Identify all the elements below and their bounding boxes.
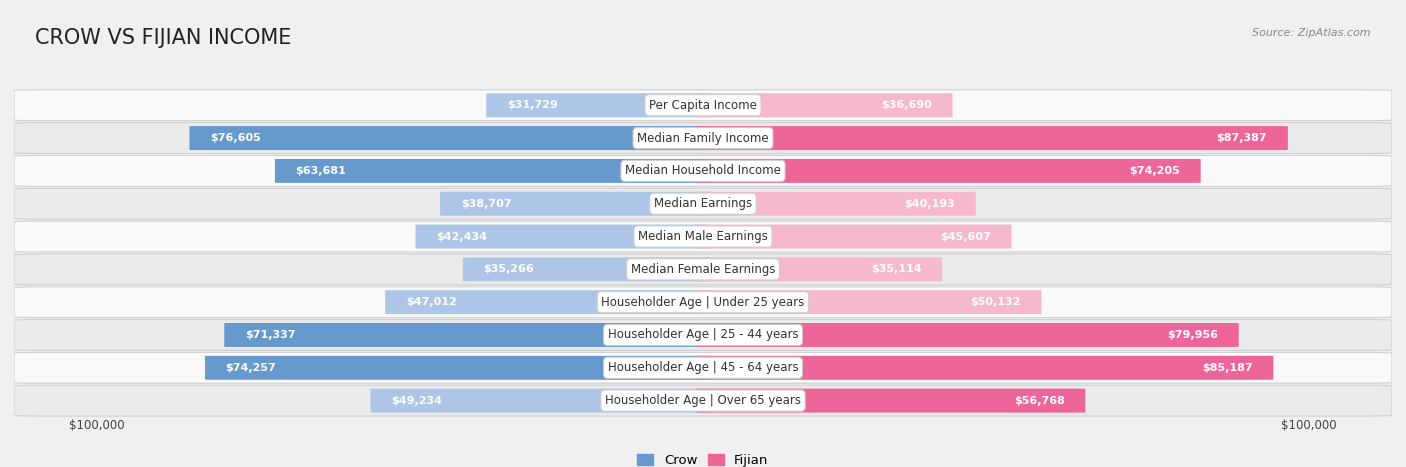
FancyBboxPatch shape xyxy=(14,123,1392,154)
Text: $100,000: $100,000 xyxy=(1281,418,1337,432)
FancyBboxPatch shape xyxy=(486,93,710,117)
FancyBboxPatch shape xyxy=(14,319,1392,350)
FancyBboxPatch shape xyxy=(463,257,710,281)
Text: $42,434: $42,434 xyxy=(436,232,486,241)
FancyBboxPatch shape xyxy=(225,323,710,347)
Text: Per Capita Income: Per Capita Income xyxy=(650,99,756,112)
Text: $63,681: $63,681 xyxy=(295,166,346,176)
Text: $31,729: $31,729 xyxy=(508,100,558,110)
Text: $79,956: $79,956 xyxy=(1167,330,1218,340)
FancyBboxPatch shape xyxy=(14,90,1392,120)
FancyBboxPatch shape xyxy=(14,221,1392,252)
Text: Householder Age | 45 - 64 years: Householder Age | 45 - 64 years xyxy=(607,361,799,374)
FancyBboxPatch shape xyxy=(371,389,710,412)
FancyBboxPatch shape xyxy=(14,287,1392,318)
FancyBboxPatch shape xyxy=(696,323,1239,347)
Text: $35,114: $35,114 xyxy=(870,264,921,274)
Text: $45,607: $45,607 xyxy=(941,232,991,241)
FancyBboxPatch shape xyxy=(696,225,1011,248)
Text: CROW VS FIJIAN INCOME: CROW VS FIJIAN INCOME xyxy=(35,28,291,48)
Text: $49,234: $49,234 xyxy=(391,396,441,406)
FancyBboxPatch shape xyxy=(696,290,1042,314)
FancyBboxPatch shape xyxy=(14,385,1392,416)
Text: Householder Age | 25 - 44 years: Householder Age | 25 - 44 years xyxy=(607,328,799,341)
Text: Householder Age | Under 25 years: Householder Age | Under 25 years xyxy=(602,296,804,309)
FancyBboxPatch shape xyxy=(190,126,710,150)
FancyBboxPatch shape xyxy=(696,192,976,216)
Text: $56,768: $56,768 xyxy=(1014,396,1064,406)
Text: Median Female Earnings: Median Female Earnings xyxy=(631,263,775,276)
Legend: Crow, Fijian: Crow, Fijian xyxy=(633,448,773,467)
Text: Householder Age | Over 65 years: Householder Age | Over 65 years xyxy=(605,394,801,407)
Text: $74,257: $74,257 xyxy=(225,363,277,373)
FancyBboxPatch shape xyxy=(14,188,1392,219)
FancyBboxPatch shape xyxy=(696,356,1274,380)
FancyBboxPatch shape xyxy=(14,156,1392,186)
Text: $35,266: $35,266 xyxy=(484,264,534,274)
FancyBboxPatch shape xyxy=(14,353,1392,383)
FancyBboxPatch shape xyxy=(696,389,1085,412)
Text: $71,337: $71,337 xyxy=(245,330,295,340)
FancyBboxPatch shape xyxy=(14,254,1392,285)
FancyBboxPatch shape xyxy=(440,192,710,216)
Text: Median Male Earnings: Median Male Earnings xyxy=(638,230,768,243)
Text: $38,707: $38,707 xyxy=(461,199,512,209)
Text: $85,187: $85,187 xyxy=(1202,363,1253,373)
Text: Source: ZipAtlas.com: Source: ZipAtlas.com xyxy=(1253,28,1371,38)
FancyBboxPatch shape xyxy=(205,356,710,380)
Text: $36,690: $36,690 xyxy=(882,100,932,110)
FancyBboxPatch shape xyxy=(696,126,1288,150)
FancyBboxPatch shape xyxy=(696,159,1201,183)
Text: Median Household Income: Median Household Income xyxy=(626,164,780,177)
Text: $76,605: $76,605 xyxy=(209,133,262,143)
Text: $50,132: $50,132 xyxy=(970,297,1021,307)
Text: $87,387: $87,387 xyxy=(1216,133,1267,143)
FancyBboxPatch shape xyxy=(276,159,710,183)
FancyBboxPatch shape xyxy=(696,257,942,281)
Text: $74,205: $74,205 xyxy=(1129,166,1180,176)
Text: $40,193: $40,193 xyxy=(904,199,955,209)
FancyBboxPatch shape xyxy=(696,93,952,117)
FancyBboxPatch shape xyxy=(415,225,710,248)
Text: Median Family Income: Median Family Income xyxy=(637,132,769,145)
Text: Median Earnings: Median Earnings xyxy=(654,197,752,210)
FancyBboxPatch shape xyxy=(385,290,710,314)
Text: $47,012: $47,012 xyxy=(406,297,457,307)
Text: $100,000: $100,000 xyxy=(69,418,125,432)
